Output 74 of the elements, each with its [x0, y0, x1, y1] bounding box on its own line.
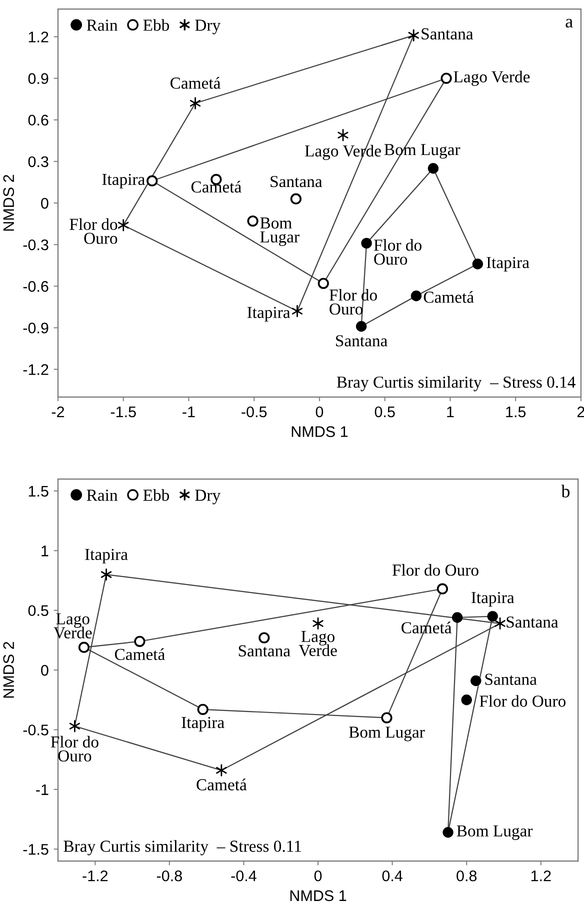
y-tick-label: -0.3 [23, 239, 48, 250]
annotation: Lago Verde [298, 631, 337, 656]
x-tick-label: -1.2 [82, 870, 108, 882]
annotation: a [566, 18, 573, 28]
x-tick-label: 0 [316, 406, 324, 418]
annotation: Flor do Ouro [374, 239, 422, 265]
annotation: Flor do Ouro [70, 218, 118, 244]
annotation: Itapira [247, 306, 290, 322]
annotation: Itapira [471, 592, 514, 607]
legend-label: Ebb [143, 489, 170, 501]
annotation: Bray Curtis similarity – Stress 0.14 [336, 376, 576, 392]
y-tick-label: 1.2 [28, 32, 48, 42]
y-tick-label: 0 [41, 198, 48, 209]
annotation: Flor do Ouro [50, 736, 98, 762]
x-tick-label: 0 [314, 870, 322, 882]
x-tick-label: 1.5 [506, 406, 526, 418]
x-tick-label: -1 [182, 406, 195, 418]
x-tick-label: 1 [447, 406, 454, 418]
annotation: b [561, 484, 570, 498]
x-tick-label: 0.8 [456, 870, 477, 882]
x-tick-label: -0.5 [242, 406, 267, 418]
annotation: Cametá [424, 291, 474, 303]
y-tick-label: -0.5 [23, 724, 48, 736]
y-tick-label: -1.2 [23, 364, 48, 375]
y-tick-label: 0.3 [28, 156, 48, 168]
annotation: Bray Curtis similarity – Stress 0.11 [64, 840, 301, 856]
annotation: Flor do Ouro [480, 695, 566, 707]
annotation: Santana [422, 28, 474, 40]
legend-label: Rain [86, 20, 118, 31]
y-tick-label: -1 [36, 784, 48, 795]
annotation: Itapira [85, 548, 128, 564]
x-tick-label: -1.5 [110, 406, 136, 418]
annotation: Cametá [114, 648, 165, 660]
annotation: Cametá [196, 778, 247, 790]
annotation: Bom Lugar [349, 726, 425, 742]
legend-label: Ebb [143, 19, 170, 31]
x-tick-label: 2 [577, 406, 584, 418]
x-tick-label: -0.4 [231, 870, 256, 882]
legend-label: Dry [195, 20, 221, 34]
x-tick-label: 0.5 [374, 406, 395, 418]
annotation: Itapira [486, 256, 530, 272]
y-tick-label: -0.9 [23, 322, 48, 334]
y-tick-label: -0.6 [23, 281, 48, 292]
legend-label: Dry [195, 490, 221, 504]
annotation: Bom Lugar [260, 218, 300, 246]
annotation: Itapira [182, 716, 224, 732]
x-tick-label: 1.2 [531, 870, 551, 882]
y-axis-title: NMDS 2 [3, 642, 14, 698]
annotation: Cametá [191, 180, 242, 193]
annotation: Bom Lugar [456, 825, 533, 840]
y-tick-label: 0.5 [28, 605, 48, 616]
y-axis-title: NMDS 2 [3, 174, 14, 231]
annotation: Santana [238, 645, 290, 656]
y-tick-label: 1 [42, 546, 48, 556]
x-tick-label: 0.4 [382, 870, 402, 882]
y-tick-label: 0.9 [28, 73, 48, 84]
x-axis-title: NMDS 1 [290, 890, 346, 902]
annotation: Santana [485, 674, 537, 685]
annotation: Itapira [102, 174, 145, 188]
annotation: Santana [506, 616, 558, 628]
annotation: Santana [336, 335, 388, 346]
annotation: Flor do Ouro [392, 564, 478, 576]
y-tick-label: 0.6 [28, 114, 48, 126]
x-axis-title: NMDS 1 [292, 426, 348, 438]
y-tick-label: 0 [41, 664, 48, 676]
legend-label: Rain [86, 490, 118, 501]
y-tick-label: -1.5 [23, 844, 48, 855]
annotation: Cametá [170, 76, 220, 89]
x-tick-label: -2 [52, 406, 64, 418]
x-tick-label: -0.8 [156, 870, 182, 882]
annotation: Lago Verde [454, 70, 530, 86]
annotation: Lago Verde [54, 613, 92, 638]
y-tick-label: 1.5 [28, 486, 48, 497]
annotation: Santana [270, 176, 322, 188]
